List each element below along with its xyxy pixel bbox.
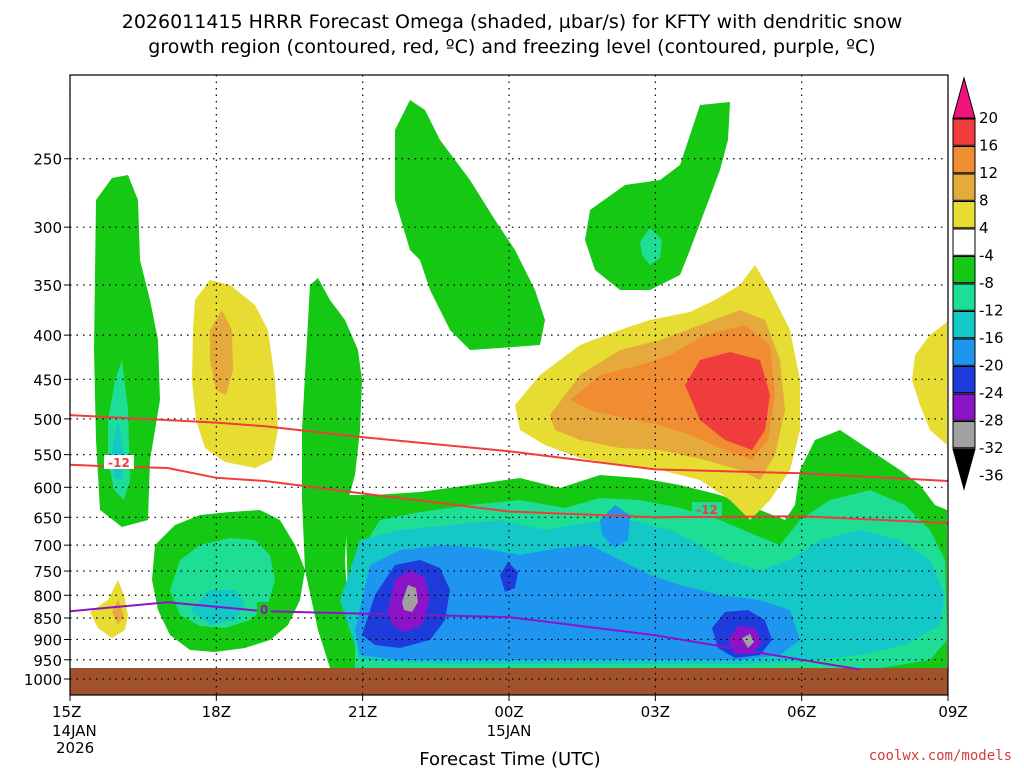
y-tick-label: 450 xyxy=(33,371,62,389)
y-axis: 250 300 350 400 450 500 550 600 650 700 750 800 850 9… xyxy=(24,151,70,689)
colorbar-swatch xyxy=(952,311,976,339)
y-tick-label: 700 xyxy=(33,537,62,555)
y-tick-label: 300 xyxy=(33,219,62,237)
y-tick-label: 650 xyxy=(33,509,62,527)
contour-label-zero: 0 xyxy=(260,603,268,617)
colorbar-label: 4 xyxy=(979,219,989,237)
y-tick-label: 500 xyxy=(33,411,62,429)
contour-label-bg-2 xyxy=(692,502,722,516)
plot-area: -12 -12 0 xyxy=(70,75,948,695)
omega-fill-neg28 xyxy=(402,585,754,648)
colorbar-label: 12 xyxy=(979,164,998,182)
colorbar-swatch xyxy=(952,366,976,394)
colorbar-label: -24 xyxy=(979,384,1004,402)
colorbar-label: -16 xyxy=(979,329,1004,347)
y-tick-label: 950 xyxy=(33,652,62,670)
y-tick-label: 850 xyxy=(33,610,62,628)
ground-fill xyxy=(70,668,948,695)
contour-label-neg12-right: -12 xyxy=(696,503,718,517)
chart-title-line1: 2026011415 HRRR Forecast Omega (shaded, … xyxy=(122,11,903,33)
colorbar-label: 20 xyxy=(979,109,998,127)
contour-label-bg-1 xyxy=(104,455,134,469)
colorbar-top-arrow xyxy=(952,76,976,119)
freezing-level-contour xyxy=(70,601,861,671)
x-tick-label: 15Z xyxy=(52,703,81,721)
y-tick-label: 550 xyxy=(33,447,62,465)
colorbar-swatch xyxy=(952,118,976,146)
colorbar-label: -4 xyxy=(979,247,994,265)
x-tick-year: 2026 xyxy=(56,739,94,757)
x-tick-label: 18Z xyxy=(202,703,231,721)
y-tick-label: 1000 xyxy=(24,671,62,689)
x-tick-date: 14JAN xyxy=(52,722,97,740)
x-tick-label: 09Z xyxy=(938,703,967,721)
colorbar-label: -20 xyxy=(979,357,1004,375)
x-axis-label: Forecast Time (UTC) xyxy=(419,749,600,768)
x-tick-label: 06Z xyxy=(787,703,816,721)
contour-label-bg-3 xyxy=(257,602,271,616)
colorbar-label: -12 xyxy=(979,302,1004,320)
x-tick-label: 21Z xyxy=(348,703,377,721)
x-tick-label: 03Z xyxy=(641,703,670,721)
colorbar-label: -28 xyxy=(979,412,1004,430)
y-tick-label: 750 xyxy=(33,563,62,581)
y-tick-label: 800 xyxy=(33,587,62,605)
dgz-lower-contour xyxy=(70,463,948,525)
colorbar-swatch xyxy=(952,283,976,311)
omega-fill-pos16 xyxy=(600,352,770,450)
colorbar-label: -36 xyxy=(979,467,1004,485)
colorbar-label: -32 xyxy=(979,439,1004,457)
credit-text: coolwx.com/models xyxy=(869,748,1012,764)
colorbar-swatch xyxy=(952,393,976,421)
colorbar-swatch xyxy=(952,256,976,284)
colorbar-label: 8 xyxy=(979,192,989,210)
contour-label-neg12-left: -12 xyxy=(108,456,130,470)
x-tick-date: 15JAN xyxy=(487,722,532,740)
colorbar-swatch xyxy=(952,421,976,449)
colorbar-label: -8 xyxy=(979,274,994,292)
y-tick-label: 900 xyxy=(33,631,62,649)
colorbar-swatch xyxy=(952,338,976,366)
dgz-upper-contour xyxy=(70,414,948,482)
colorbar-bottom-arrow xyxy=(952,448,976,491)
y-tick-label: 250 xyxy=(33,151,62,169)
y-tick-label: 350 xyxy=(33,277,62,295)
y-tick-label: 600 xyxy=(33,479,62,497)
colorbar-swatch xyxy=(952,228,976,256)
colorbar-swatch xyxy=(952,146,976,174)
contours xyxy=(70,414,948,671)
colorbar-swatch xyxy=(952,173,976,201)
y-tick-label: 400 xyxy=(33,327,62,345)
chart-title-line2: growth region (contoured, red, ºC) and f… xyxy=(148,36,875,58)
colorbar: 20 16 12 8 4 -4 -8 -12 -16 -20 -24 -28 -32 -36 xyxy=(952,76,1004,491)
x-tick-label: 00Z xyxy=(494,703,523,721)
colorbar-swatch xyxy=(952,201,976,229)
colorbar-label: 16 xyxy=(979,137,998,155)
